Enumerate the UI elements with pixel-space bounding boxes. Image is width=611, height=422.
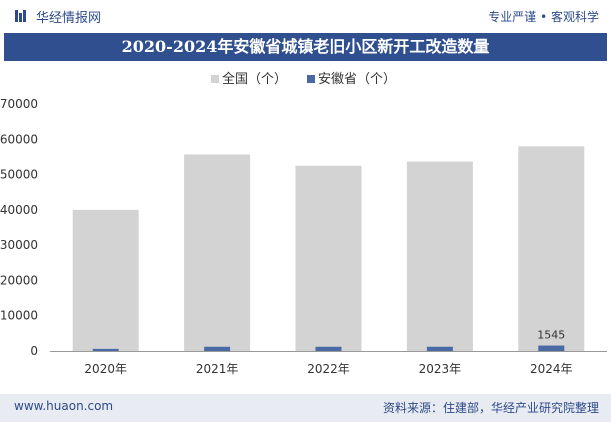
y-tick-label: 50000 [0, 168, 38, 182]
x-tick-label: 2022年 [307, 362, 350, 376]
bar-national [72, 209, 139, 351]
x-tick-label: 2024年 [530, 362, 573, 376]
bar-anhui [538, 345, 565, 351]
data-labels: 1545 [537, 329, 565, 342]
y-tick-label: 60000 [0, 132, 38, 146]
y-tick-label: 0 [30, 344, 38, 358]
legend-label: 全国（个） [222, 71, 287, 87]
y-tick-label: 20000 [0, 273, 38, 287]
y-tick-label: 30000 [0, 238, 38, 252]
footer-bar: www.huaon.com 资料来源：住建部，华经产业研究院整理 [0, 394, 611, 422]
x-axis: 2020年 2021年 2022年 2023年 2024年 [84, 362, 572, 376]
footer-site: www.huaon.com [14, 399, 114, 413]
legend-swatch [211, 75, 219, 83]
bar-anhui [92, 348, 119, 351]
bar-national [518, 146, 585, 351]
title-bar: 2020-2024年安徽省城镇老旧小区新开工改造数量 [4, 33, 607, 61]
legend-swatch [307, 75, 315, 83]
bar-anhui [204, 346, 231, 351]
chart-legend: 全国（个） 安徽省（个） [211, 71, 396, 87]
chart-area: 全国（个） 安徽省（个） 0 10000 20000 30000 40000 50000 60… [0, 71, 607, 376]
header-slogan: 专业严谨 • 客观科学 [488, 10, 599, 24]
bar-national [295, 165, 362, 351]
bar-anhui [426, 346, 453, 351]
bar-anhui [315, 346, 342, 351]
y-axis: 0 10000 20000 30000 40000 50000 60000 70000 [0, 97, 38, 358]
y-tick-label: 70000 [0, 97, 38, 111]
legend-label: 安徽省（个） [318, 72, 396, 87]
bar-series [72, 146, 585, 351]
y-tick-label: 10000 [0, 309, 38, 323]
x-tick-label: 2023年 [419, 362, 462, 376]
x-tick-label: 2020年 [84, 362, 127, 376]
brand-name: 华经情报网 [36, 11, 102, 26]
data-label: 1545 [537, 329, 565, 342]
header-bar: 华经情报网 专业严谨 • 客观科学 [0, 0, 611, 32]
x-tick-label: 2021年 [196, 362, 239, 376]
bar-national [406, 161, 473, 351]
footer-source: 资料来源：住建部，华经产业研究院整理 [382, 401, 599, 415]
y-tick-label: 40000 [0, 203, 38, 217]
bar-national [184, 154, 251, 351]
chart-title: 2020-2024年安徽省城镇老旧小区新开工改造数量 [121, 37, 490, 56]
brand-logo-icon [15, 10, 26, 22]
